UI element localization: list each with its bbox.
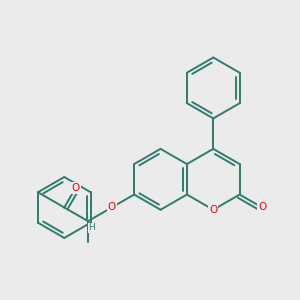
Text: O: O bbox=[108, 202, 116, 212]
Text: O: O bbox=[258, 202, 266, 212]
Text: O: O bbox=[72, 183, 80, 193]
Text: O: O bbox=[209, 205, 218, 215]
Text: H: H bbox=[88, 223, 95, 232]
